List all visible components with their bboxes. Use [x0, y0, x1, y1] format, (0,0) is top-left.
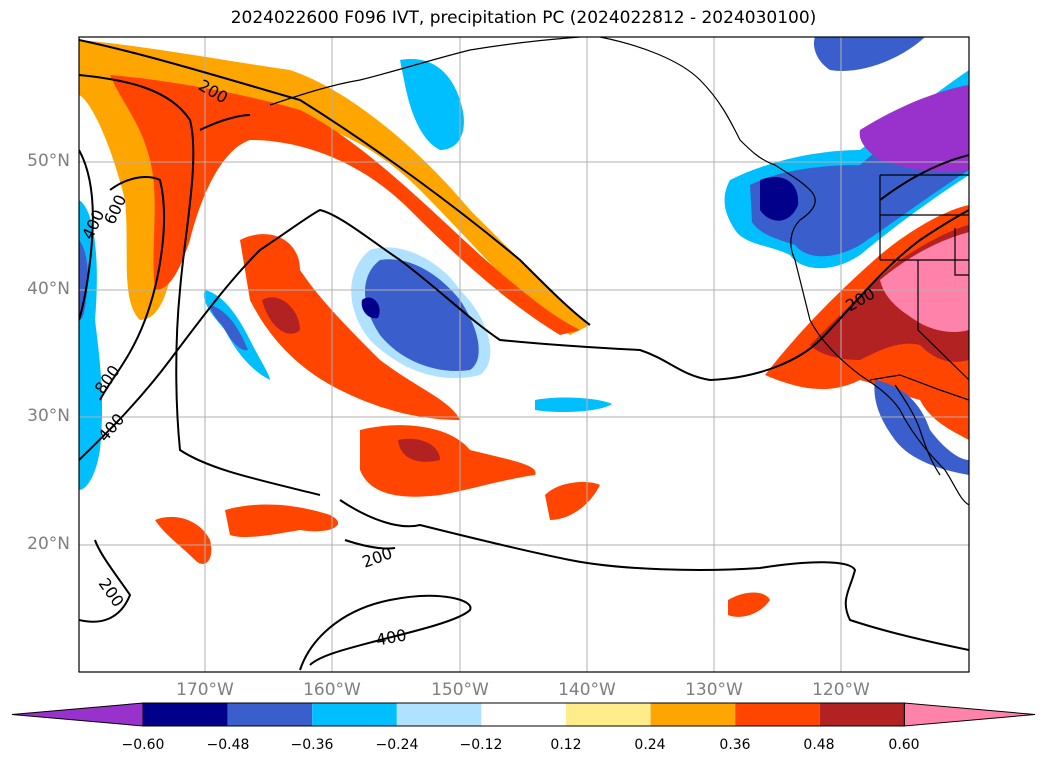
- precip-negative-core: [361, 297, 380, 319]
- precip-negative-region: [813, 37, 925, 71]
- colorbar-tick: −0.60: [121, 737, 165, 753]
- colorbar-segment: [396, 703, 482, 726]
- map-frame: [78, 36, 970, 673]
- precip-positive-region: [240, 234, 460, 420]
- colorbar-tick: 0.12: [550, 737, 582, 753]
- colorbar-tick: 0.48: [803, 737, 835, 753]
- precip-negative-region: [210, 305, 248, 351]
- lon-label-160w: 160°W: [303, 680, 361, 700]
- precip-negative-core: [760, 177, 799, 221]
- lon-label-170w: 170°W: [176, 680, 234, 700]
- lat-label-30n: 30°N: [27, 406, 70, 426]
- precip-negative-region: [535, 397, 612, 412]
- lat-label-40n: 40°N: [27, 279, 70, 299]
- precip-positive-peak: [880, 232, 969, 332]
- colorbar-tick: −0.36: [290, 737, 334, 753]
- colorbar-segment: [735, 703, 820, 726]
- precip-positive-region: [225, 504, 339, 538]
- precip-positive-region: [728, 592, 770, 617]
- map-title: 2024022600 F096 IVT, precipitation PC (2…: [230, 8, 817, 28]
- colorbar-tick: −0.12: [459, 737, 503, 753]
- colorbar-segment: [650, 703, 736, 726]
- lon-label-140w: 140°W: [558, 680, 616, 700]
- precip-negative-region: [79, 240, 88, 320]
- precip-positive-region: [545, 482, 600, 520]
- precip-positive-region: [155, 516, 212, 564]
- colorbar-tick: 0.60: [888, 737, 920, 753]
- colorbar-segment: [566, 703, 651, 726]
- precip-negative-core: [859, 85, 969, 172]
- colorbar-tick: −0.48: [206, 737, 250, 753]
- lat-label-50n: 50°N: [27, 151, 70, 171]
- colorbar-tick: 0.36: [719, 737, 751, 753]
- map-field: [79, 37, 969, 672]
- precip-negative-region: [400, 59, 464, 150]
- colorbar-extend-low: [11, 702, 144, 727]
- colorbar-segment: [481, 703, 566, 726]
- colorbar-extend-high: [903, 702, 1036, 727]
- colorbar-tick: 0.24: [634, 737, 666, 753]
- colorbar-segment: [143, 703, 228, 726]
- precip-positive-core: [398, 438, 440, 462]
- precip-negative-region: [874, 380, 969, 475]
- lat-label-20n: 20°N: [27, 534, 70, 554]
- precip-negative-region: [365, 259, 479, 371]
- graticule: [79, 37, 969, 672]
- colorbar-frame: [142, 702, 905, 727]
- colorbar-segment: [312, 703, 397, 726]
- precip-positive-core: [262, 297, 300, 334]
- colorbar-segment: [819, 703, 905, 726]
- colorbar-tick: −0.24: [375, 737, 419, 753]
- colorbar: [11, 702, 1036, 727]
- ivt-contours: [79, 39, 969, 671]
- lon-label-130w: 130°W: [685, 680, 743, 700]
- coastline: [269, 37, 969, 506]
- lon-label-150w: 150°W: [431, 680, 489, 700]
- lon-label-120w: 120°W: [812, 680, 870, 700]
- precip-positive-core: [110, 75, 580, 335]
- colorbar-segment: [227, 703, 313, 726]
